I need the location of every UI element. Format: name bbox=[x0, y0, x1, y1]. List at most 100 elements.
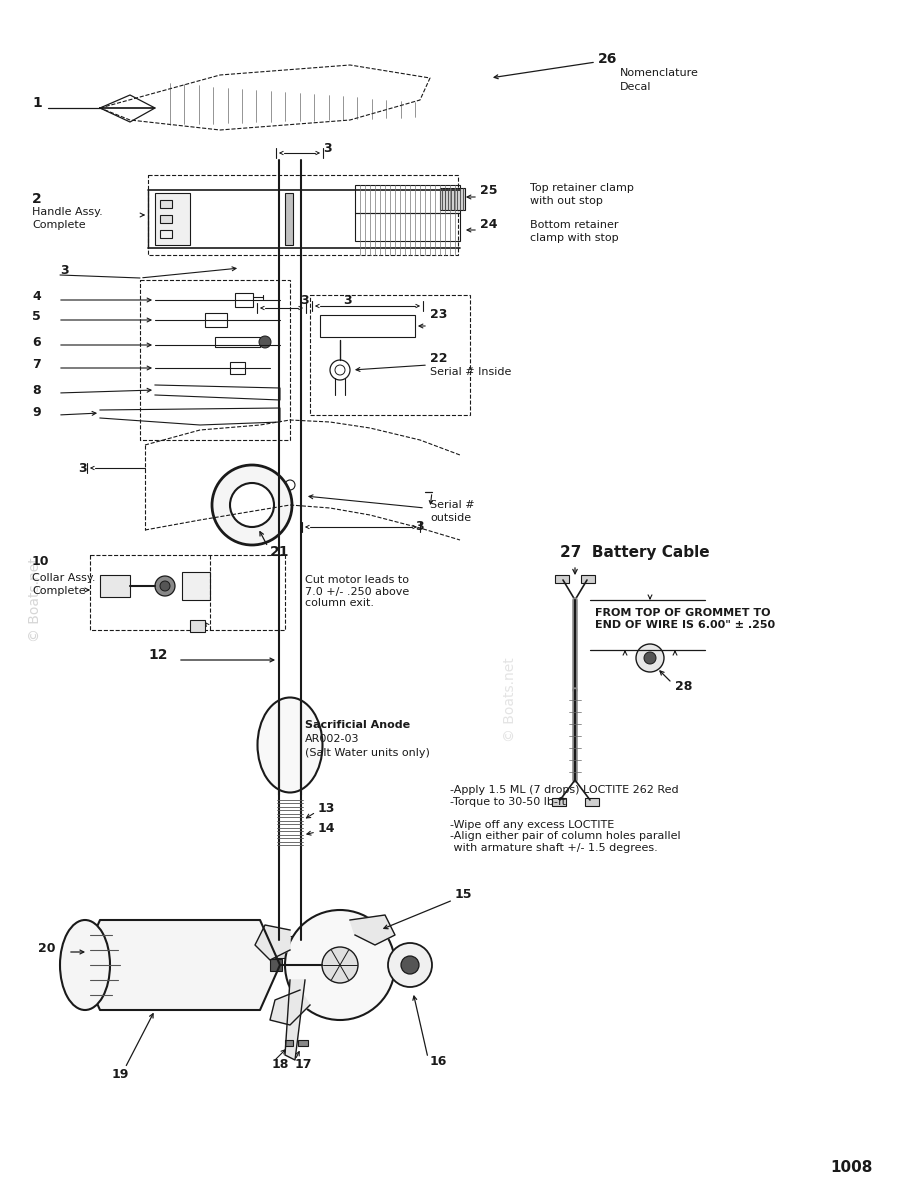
Circle shape bbox=[322, 947, 358, 983]
Bar bbox=[320, 314, 415, 337]
Bar bbox=[440, 188, 465, 210]
Text: 20: 20 bbox=[38, 942, 55, 954]
Polygon shape bbox=[270, 990, 310, 1025]
Circle shape bbox=[636, 644, 664, 672]
Text: 28: 28 bbox=[675, 680, 692, 692]
Text: 1: 1 bbox=[32, 96, 42, 110]
Bar bbox=[270, 959, 282, 971]
Text: 16: 16 bbox=[430, 1055, 447, 1068]
Text: (Salt Water units only): (Salt Water units only) bbox=[305, 748, 430, 758]
Bar bbox=[155, 193, 190, 245]
Bar bbox=[160, 230, 172, 238]
Circle shape bbox=[285, 910, 395, 1020]
Text: 4: 4 bbox=[32, 290, 41, 304]
Bar bbox=[298, 1040, 308, 1046]
Bar bbox=[160, 215, 172, 223]
Text: Top retainer clamp: Top retainer clamp bbox=[530, 182, 634, 193]
Text: 6: 6 bbox=[32, 336, 41, 348]
Bar bbox=[310, 295, 470, 415]
Text: 3: 3 bbox=[78, 462, 87, 474]
Text: 10: 10 bbox=[32, 554, 50, 568]
Text: 3: 3 bbox=[415, 521, 424, 534]
Text: outside: outside bbox=[430, 514, 471, 523]
Bar bbox=[190, 620, 205, 632]
Text: © Boats.net: © Boats.net bbox=[28, 558, 42, 642]
Text: 24: 24 bbox=[480, 218, 498, 232]
Text: Serial #: Serial # bbox=[430, 500, 474, 510]
Text: 1008: 1008 bbox=[830, 1160, 873, 1175]
Text: Serial # Inside: Serial # Inside bbox=[430, 367, 512, 377]
Bar bbox=[552, 798, 566, 806]
Text: 15: 15 bbox=[455, 888, 473, 901]
Text: 9: 9 bbox=[32, 407, 41, 420]
Bar bbox=[100, 575, 130, 596]
Bar bbox=[148, 175, 458, 254]
Text: 23: 23 bbox=[430, 308, 447, 322]
Text: 7: 7 bbox=[32, 359, 41, 372]
Text: 8: 8 bbox=[32, 384, 41, 396]
Text: 14: 14 bbox=[318, 822, 336, 834]
Text: 3: 3 bbox=[323, 142, 332, 155]
Text: clamp with stop: clamp with stop bbox=[530, 233, 619, 242]
Bar bbox=[555, 575, 569, 583]
Polygon shape bbox=[80, 920, 280, 1010]
Polygon shape bbox=[285, 980, 305, 1060]
Bar bbox=[215, 337, 260, 347]
Polygon shape bbox=[255, 925, 290, 960]
Bar bbox=[205, 313, 227, 326]
Text: AR002-03: AR002-03 bbox=[305, 734, 359, 744]
Text: 19: 19 bbox=[112, 1068, 130, 1081]
Circle shape bbox=[230, 482, 274, 527]
Circle shape bbox=[388, 943, 432, 986]
Text: Decal: Decal bbox=[620, 82, 651, 92]
Text: -Apply 1.5 ML (7 drops) LOCTITE 262 Red
-Torque to 30-50 lb-ft

-Wipe off any ex: -Apply 1.5 ML (7 drops) LOCTITE 262 Red … bbox=[450, 785, 680, 853]
Bar bbox=[355, 185, 460, 214]
Text: Cut motor leads to
7.0 +/- .250 above
column exit.: Cut motor leads to 7.0 +/- .250 above co… bbox=[305, 575, 409, 608]
Bar bbox=[230, 362, 245, 374]
Text: Handle Assy.: Handle Assy. bbox=[32, 206, 102, 217]
Bar bbox=[285, 193, 293, 245]
Text: 27  Battery Cable: 27 Battery Cable bbox=[560, 545, 709, 560]
Text: © Boats.net: © Boats.net bbox=[503, 658, 517, 743]
Text: Complete: Complete bbox=[32, 220, 85, 230]
Circle shape bbox=[401, 956, 419, 974]
Text: 3: 3 bbox=[300, 294, 308, 306]
Bar bbox=[182, 572, 210, 600]
Text: 18: 18 bbox=[272, 1058, 289, 1070]
Text: 2: 2 bbox=[32, 192, 42, 206]
Bar bbox=[581, 575, 595, 583]
Bar bbox=[585, 798, 599, 806]
Text: Nomenclature: Nomenclature bbox=[620, 68, 699, 78]
Ellipse shape bbox=[258, 697, 323, 792]
Bar bbox=[90, 554, 285, 630]
Bar bbox=[272, 936, 300, 958]
Circle shape bbox=[259, 336, 271, 348]
Text: 5: 5 bbox=[32, 311, 41, 324]
Bar bbox=[140, 280, 290, 440]
Text: 13: 13 bbox=[318, 802, 336, 815]
Text: 3: 3 bbox=[60, 264, 69, 276]
Circle shape bbox=[160, 581, 170, 590]
Polygon shape bbox=[350, 914, 395, 946]
Circle shape bbox=[212, 464, 292, 545]
Text: 3: 3 bbox=[344, 294, 352, 306]
Text: 17: 17 bbox=[295, 1058, 313, 1070]
Bar bbox=[160, 200, 172, 208]
Text: 21: 21 bbox=[270, 545, 289, 559]
Text: Complete: Complete bbox=[32, 586, 85, 596]
Text: with out stop: with out stop bbox=[530, 196, 603, 206]
Text: 25: 25 bbox=[480, 184, 498, 197]
Ellipse shape bbox=[60, 920, 110, 1010]
Text: 12: 12 bbox=[148, 648, 168, 662]
Circle shape bbox=[644, 652, 656, 664]
Text: Collar Assy.: Collar Assy. bbox=[32, 572, 95, 583]
Text: FROM TOP OF GROMMET TO
END OF WIRE IS 6.00" ± .250: FROM TOP OF GROMMET TO END OF WIRE IS 6.… bbox=[595, 608, 775, 630]
Text: 22: 22 bbox=[430, 352, 447, 365]
Text: Sacrificial Anode: Sacrificial Anode bbox=[305, 720, 410, 730]
Text: 26: 26 bbox=[598, 52, 618, 66]
Circle shape bbox=[155, 576, 175, 596]
Text: Bottom retainer: Bottom retainer bbox=[530, 220, 619, 230]
Bar bbox=[235, 293, 253, 307]
Bar bbox=[285, 1040, 293, 1046]
Bar bbox=[355, 214, 460, 241]
